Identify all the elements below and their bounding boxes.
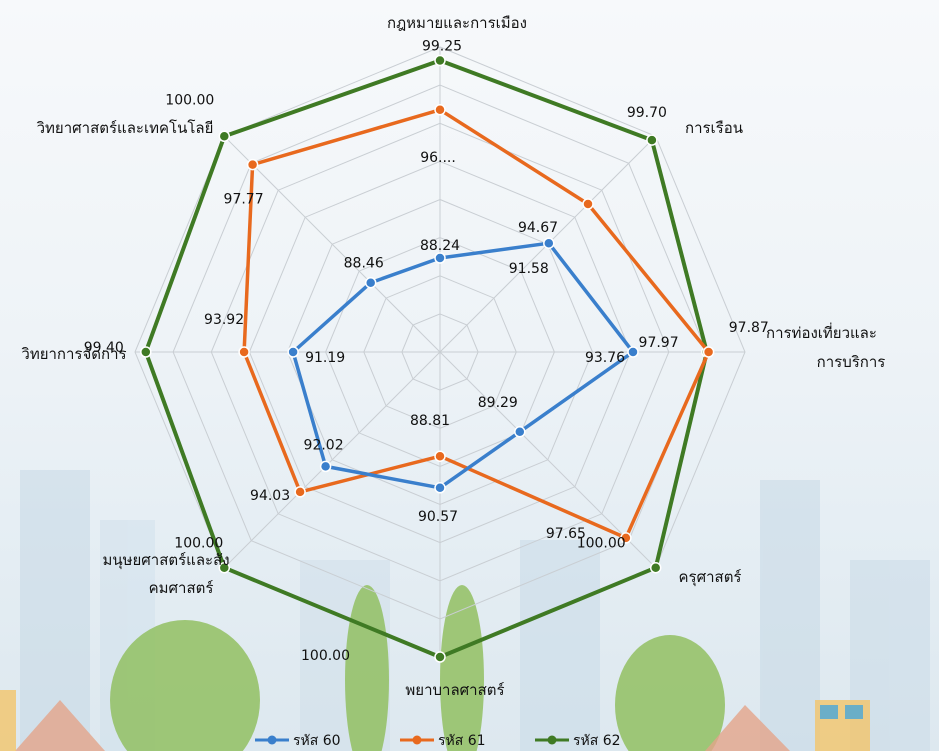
data-point bbox=[434, 651, 446, 663]
legend-marker bbox=[547, 735, 557, 745]
grid-spoke bbox=[439, 351, 657, 569]
data-point bbox=[218, 561, 231, 574]
legend-label: รหัส 60 bbox=[293, 733, 341, 749]
grid-spoke bbox=[223, 351, 441, 569]
data-point bbox=[627, 346, 639, 358]
legend-marker bbox=[412, 735, 422, 745]
legend-item-0[interactable]: รหัส 60 bbox=[255, 733, 341, 749]
data-point bbox=[543, 237, 555, 249]
radar-series bbox=[140, 54, 715, 663]
category-label: มนุษยศาสตร์และสังคมศาสตร์ bbox=[102, 551, 229, 597]
data-point bbox=[294, 486, 306, 498]
value-label: 89.29 bbox=[478, 395, 518, 411]
data-point bbox=[620, 532, 632, 544]
data-point bbox=[218, 130, 231, 143]
data-point bbox=[287, 346, 299, 358]
data-point bbox=[434, 54, 446, 67]
value-label: 94.67 bbox=[518, 220, 558, 236]
value-label: 99.40 bbox=[84, 340, 124, 356]
value-label: 96.... bbox=[420, 150, 456, 166]
radar-labels: 88.24 91.58 93.76 89.29 90.57 92.02 91.19 88.46… bbox=[21, 14, 886, 699]
value-label: 92.02 bbox=[304, 437, 344, 453]
data-point bbox=[140, 346, 152, 358]
value-label: 91.58 bbox=[509, 261, 549, 277]
category-label: การท่องเที่ยวและการบริการ bbox=[766, 322, 885, 371]
series-line-1 bbox=[242, 108, 711, 540]
value-label: 100.00 bbox=[165, 92, 214, 108]
data-point bbox=[702, 346, 715, 358]
value-label: 97.87 bbox=[729, 320, 769, 336]
value-label: 99.70 bbox=[627, 105, 667, 121]
legend-label: รหัส 62 bbox=[573, 733, 621, 749]
value-label: 88.46 bbox=[344, 256, 384, 272]
data-point bbox=[238, 346, 250, 358]
data-point bbox=[434, 450, 446, 462]
legend-item-1[interactable]: รหัส 61 bbox=[400, 733, 486, 749]
value-label: 97.97 bbox=[639, 335, 679, 351]
value-label: 88.81 bbox=[410, 413, 450, 429]
data-point bbox=[364, 276, 377, 289]
value-label: 100.00 bbox=[174, 536, 223, 552]
value-label: 97.65 bbox=[546, 526, 586, 542]
value-label: 91.19 bbox=[305, 350, 345, 366]
grid-spoke bbox=[223, 135, 441, 353]
category-label: การเรือน bbox=[685, 119, 743, 137]
category-label: วิทยาการจัดการ bbox=[21, 345, 127, 363]
value-label: 99.25 bbox=[422, 39, 462, 55]
data-point bbox=[319, 460, 332, 473]
value-label: 100.00 bbox=[577, 536, 626, 552]
value-label: 93.76 bbox=[585, 350, 625, 366]
category-label: วิทยาศาสตร์และเทคโนโลยี bbox=[36, 119, 213, 137]
data-point bbox=[582, 198, 594, 210]
data-point bbox=[646, 134, 658, 146]
value-label: 100.00 bbox=[301, 648, 350, 664]
data-point bbox=[246, 158, 259, 171]
data-point bbox=[434, 482, 446, 494]
legend-label: รหัส 61 bbox=[438, 733, 486, 749]
data-point bbox=[434, 252, 446, 264]
value-label: 93.92 bbox=[204, 312, 244, 328]
category-label: ครุศาสตร์ bbox=[679, 568, 742, 587]
data-point bbox=[514, 426, 526, 438]
category-label: พยาบาลศาสตร์ bbox=[405, 681, 504, 699]
value-label: 90.57 bbox=[418, 509, 458, 525]
legend-item-2[interactable]: รหัส 62 bbox=[535, 733, 621, 749]
chart-legend: รหัส 60 รหัส 61 รหัส 62 bbox=[255, 733, 621, 749]
value-label: 97.77 bbox=[224, 192, 264, 208]
value-label: 94.03 bbox=[250, 488, 290, 504]
data-point bbox=[434, 104, 446, 116]
category-label: กฎหมายและการเมือง bbox=[387, 14, 527, 32]
data-point bbox=[649, 561, 662, 574]
value-label: 88.24 bbox=[420, 238, 460, 254]
legend-marker bbox=[267, 735, 277, 745]
